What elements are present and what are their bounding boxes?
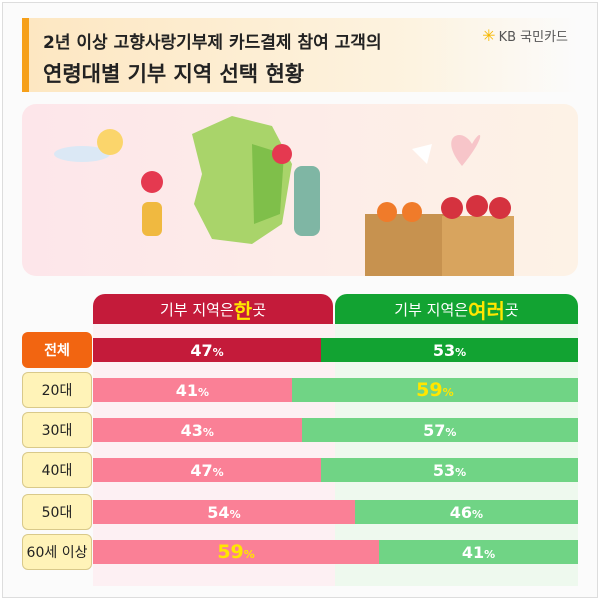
column-header-multiple: 기부 지역은 여러 곳: [335, 294, 578, 324]
data-label: 41%: [461, 542, 496, 562]
kb-logo: ✳ KB 국민카드: [482, 26, 568, 45]
korea-map-illustration: [54, 116, 514, 276]
data-label: 54%: [207, 502, 241, 522]
bar-multiple: 53%: [320, 338, 578, 362]
row-label: 40대: [22, 452, 92, 488]
row-label: 50대: [22, 494, 92, 530]
data-label: 53%: [432, 460, 467, 480]
row-label: 20대: [22, 372, 92, 408]
column-header-single: 기부 지역은 한 곳: [93, 294, 333, 324]
row-label: 60세 이상: [22, 534, 92, 570]
data-label: 43%: [180, 420, 214, 440]
header: 2년 이상 고향사랑기부제 카드결제 참여 고객의 연령대별 기부 지역 선택 …: [22, 18, 578, 92]
row-label: 30대: [22, 412, 92, 448]
data-label: 59%: [217, 541, 255, 563]
bar-multiple: 53%: [320, 458, 578, 482]
illustration: [22, 104, 578, 276]
row-label: 전체: [22, 332, 92, 368]
bar-single: 41%: [93, 378, 292, 402]
data-label: 46%: [449, 502, 484, 522]
bar-multiple: 57%: [301, 418, 578, 442]
bar-single: 47%: [93, 338, 321, 362]
data-label: 59%: [416, 379, 454, 401]
title-line2: 연령대별 기부 지역 선택 현황: [43, 62, 305, 86]
bar-multiple: 41%: [379, 540, 578, 564]
bar-single: 54%: [93, 500, 355, 524]
title-line1: 2년 이상 고향사랑기부제 카드결제 참여 고객의: [43, 33, 382, 53]
data-label: 47%: [190, 340, 224, 360]
data-label: 57%: [423, 420, 457, 440]
data-label: 41%: [175, 380, 210, 400]
data-label: 47%: [190, 460, 224, 480]
bar-single: 59%: [93, 540, 380, 564]
bar-multiple: 46%: [354, 500, 578, 524]
bar-single: 43%: [93, 418, 302, 442]
data-label: 53%: [432, 340, 467, 360]
bar-multiple: 59%: [291, 378, 578, 402]
bar-single: 47%: [93, 458, 321, 482]
kb-star-icon: ✳: [482, 26, 496, 45]
